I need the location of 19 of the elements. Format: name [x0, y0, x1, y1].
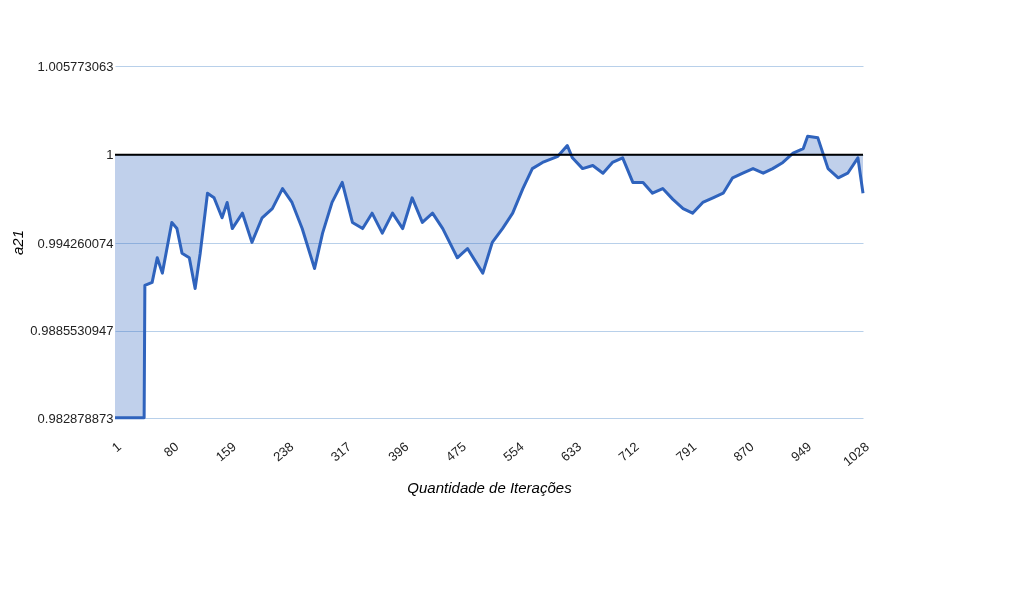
- y-tick-label: 0.982878873: [37, 410, 114, 426]
- x-tick-label: 949: [788, 438, 815, 465]
- x-axis-title: Quantidade de Iterações: [407, 479, 573, 497]
- y-tick-label: 1: [106, 147, 114, 163]
- x-tick-label: 396: [385, 438, 412, 465]
- y-tick-label: 1.005773063: [37, 58, 114, 74]
- x-tick-label: 80: [160, 438, 182, 460]
- x-tick-label: 317: [327, 438, 355, 465]
- x-tick-label: 554: [500, 438, 527, 465]
- x-tick-label: 238: [270, 438, 297, 465]
- x-tick-label: 712: [615, 438, 642, 465]
- x-tick-label: 870: [730, 438, 757, 465]
- x-tick-label: 791: [672, 438, 700, 465]
- y-tick-label: 0.994260074: [37, 235, 114, 251]
- x-tick-label: 159: [212, 438, 239, 465]
- x-tick-label: 475: [442, 438, 470, 465]
- y-axis-title: a21: [9, 229, 27, 256]
- y-tick-label: 0.9885530947: [30, 323, 114, 339]
- x-tick-label: 633: [557, 438, 585, 465]
